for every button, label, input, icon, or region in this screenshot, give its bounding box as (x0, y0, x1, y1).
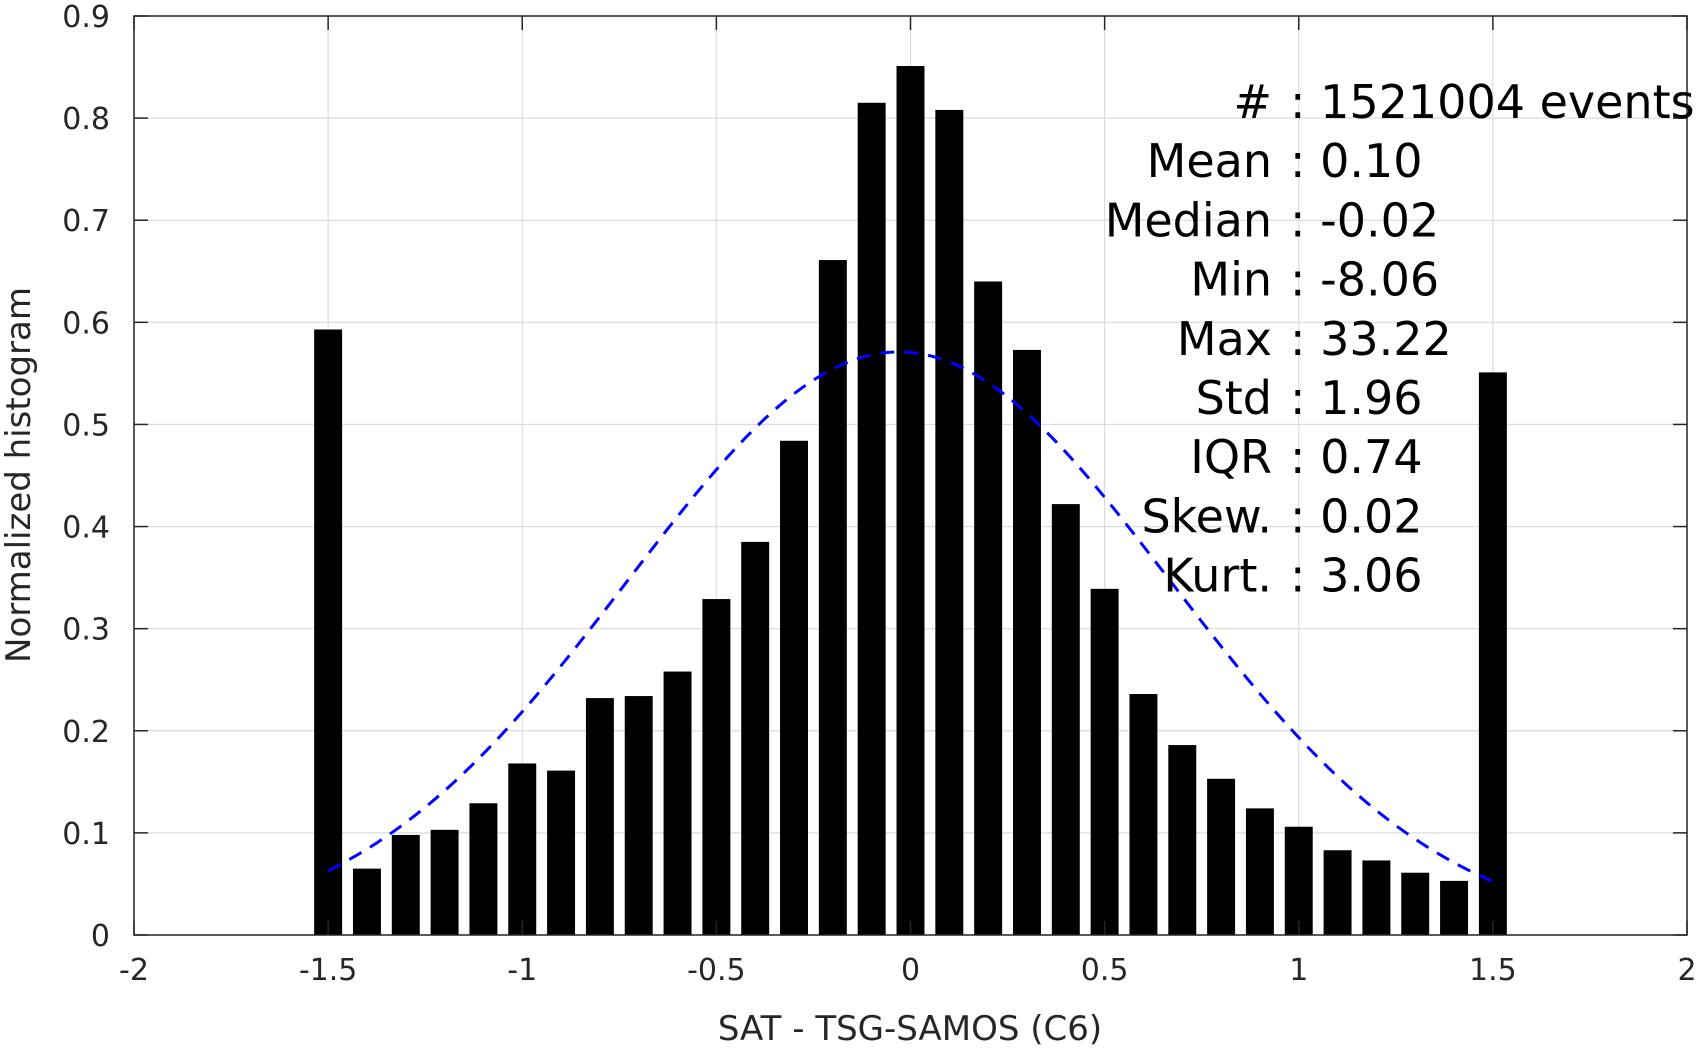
histogram-bar (780, 440, 809, 935)
x-tick-label: 1 (1289, 953, 1308, 988)
stats-box: # : 1521004 events Mean : 0.10 Median : -0.02… (1105, 75, 1695, 603)
stat-label: Min (1190, 253, 1272, 307)
histogram-bar (935, 109, 964, 936)
x-tick-label: -1.5 (299, 953, 358, 988)
stat-label: Max (1177, 312, 1272, 366)
stat-label: Std (1196, 371, 1272, 425)
histogram-bars (314, 66, 1507, 936)
y-tick-label: 0.4 (62, 511, 110, 546)
histogram-bar (585, 698, 614, 935)
histogram-bar (1362, 860, 1391, 935)
histogram-bar (818, 260, 847, 936)
x-tick-label: -0.5 (687, 953, 746, 988)
y-tick-label: 0.6 (62, 306, 110, 341)
stat-label: Skew. (1141, 489, 1272, 543)
histogram-bar (430, 829, 459, 935)
histogram-bar (857, 102, 886, 936)
histogram-bar (314, 329, 343, 936)
histogram-bar (1090, 588, 1119, 935)
stat-label: IQR (1190, 430, 1272, 484)
y-tick-label: 0 (91, 919, 110, 954)
y-tick-label: 0.8 (62, 102, 110, 137)
histogram-bar (624, 696, 653, 935)
stat-value: : 0.10 (1290, 134, 1423, 188)
histogram-bar (391, 834, 420, 935)
histogram-bar (1440, 880, 1469, 935)
histogram-bar (896, 66, 925, 936)
stat-label: Kurt. (1163, 549, 1272, 603)
histogram-bar (663, 671, 692, 935)
histogram-bar (1168, 745, 1197, 935)
stat-label: Median (1105, 193, 1272, 247)
y-tick-label: 0.3 (62, 613, 110, 648)
y-tick-label: 0.9 (62, 0, 110, 35)
fit-curve (327, 350, 1494, 883)
histogram-bar (974, 281, 1003, 935)
x-tick-label: 1.5 (1469, 953, 1517, 988)
x-tick-label: -1 (507, 953, 537, 988)
stat-label: # (1233, 75, 1272, 129)
histogram-bar (1012, 349, 1041, 935)
stat-value: : -0.02 (1290, 193, 1439, 247)
histogram-bar (1401, 872, 1430, 935)
histogram-bar (1323, 850, 1352, 935)
axis-ticks (133, 15, 1688, 936)
x-tick-label: 0.5 (1081, 953, 1129, 988)
y-axis-label: Normalized histogram (0, 287, 39, 663)
x-axis-label: SAT - TSG-SAMOS (C6) (718, 1009, 1102, 1049)
x-tick-label: 0 (901, 953, 920, 988)
x-tick-label: -2 (119, 953, 149, 988)
y-tick-label: 0.7 (62, 204, 110, 239)
x-tick-label: 2 (1677, 953, 1696, 988)
histogram-bar (469, 803, 498, 935)
stat-label: Mean (1147, 134, 1272, 188)
stat-value: : 3.06 (1290, 549, 1423, 603)
stat-value: : -8.06 (1290, 253, 1439, 307)
stat-value: : 0.02 (1290, 489, 1423, 543)
histogram-bar (1245, 808, 1274, 935)
histogram-bar (1207, 778, 1236, 935)
stat-value: : 1521004 events (1290, 75, 1695, 129)
histogram-bar (1478, 372, 1507, 935)
histogram-bar (547, 770, 576, 935)
histogram-bar (1051, 504, 1080, 935)
histogram-bar (352, 868, 381, 935)
histogram-bar (702, 599, 731, 935)
y-tick-label: 0.5 (62, 408, 110, 443)
y-tick-label: 0.1 (62, 817, 110, 852)
stat-value: : 1.96 (1290, 371, 1423, 425)
y-tick-labels: 0 0.1 0.2 0.3 0.4 0.5 0.6 0.7 0.8 0.9 (62, 0, 110, 954)
histogram-bar (1284, 826, 1313, 935)
y-tick-label: 0.2 (62, 715, 110, 750)
stat-value: : 0.74 (1290, 430, 1423, 484)
stat-value: : 33.22 (1290, 312, 1452, 366)
histogram-bar (508, 763, 537, 935)
histogram-bar (1129, 694, 1158, 935)
x-tick-labels: -2 -1.5 -1 -0.5 0 0.5 1 1.5 2 (119, 953, 1697, 988)
histogram-bar (741, 541, 770, 935)
